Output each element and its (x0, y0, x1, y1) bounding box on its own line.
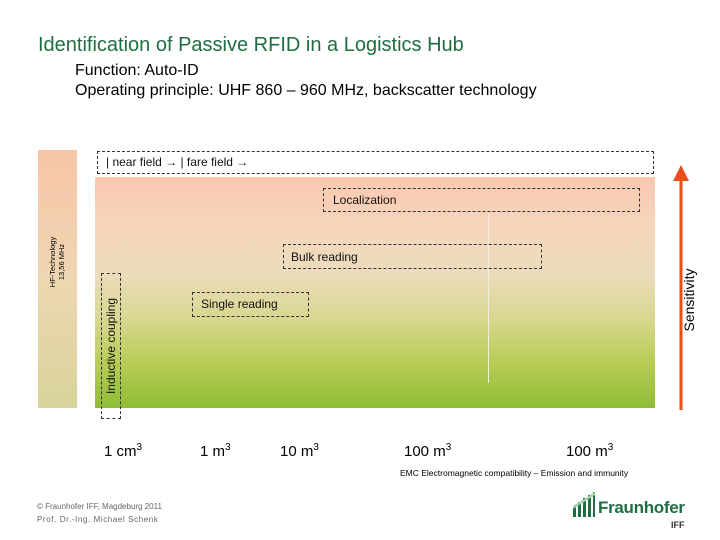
sensitivity-arrow-icon (673, 165, 689, 410)
sensitivity-axis-label: Sensitivity (681, 268, 697, 332)
volume-tick-10m3: 10 m3 (280, 442, 319, 460)
emc-note: EMC Electromagnetic compatibility – Emis… (400, 468, 629, 478)
volume-tick-100m3-b: 100 m3 (566, 442, 614, 460)
divider-line (488, 213, 489, 383)
hf-technology-frequency: 13,56 MHz (57, 243, 66, 281)
hf-technology-bar (38, 150, 77, 408)
inductive-coupling-box (101, 273, 121, 419)
volume-tick-100m3-a: 100 m3 (404, 442, 452, 460)
slide-title: Identification of Passive RFID in a Logi… (38, 34, 464, 56)
localization-box (323, 188, 640, 212)
function-line: Function: Auto-ID (75, 62, 199, 79)
footer-copyright: © Fraunhofer IFF, Magdeburg 2011 (37, 502, 162, 511)
near-far-field-label: | near field → | fare field → (106, 155, 249, 169)
fraunhofer-logo-icon (573, 492, 595, 517)
operating-principle-line: Operating principle: UHF 860 – 960 MHz, … (75, 82, 537, 99)
volume-tick-1m3: 1 m3 (200, 442, 231, 460)
bulk-reading-label: Bulk reading (291, 250, 358, 264)
field-zone-box (97, 151, 654, 174)
single-reading-label: Single reading (201, 297, 278, 311)
iff-label: IFF (671, 520, 685, 530)
hf-technology-name: HF-Technology (48, 236, 57, 288)
fraunhofer-wordmark: Fraunhofer (598, 498, 685, 517)
inductive-coupling-label: Inductive coupling (104, 297, 118, 395)
volume-tick-1cm3: 1 cm3 (104, 442, 143, 460)
single-reading-box (192, 292, 309, 317)
footer-author: Prof. Dr.-Ing. Michael Schenk (37, 515, 159, 524)
sensitivity-gradient-area (95, 177, 655, 408)
bulk-reading-box (283, 244, 542, 269)
localization-label: Localization (333, 193, 397, 207)
